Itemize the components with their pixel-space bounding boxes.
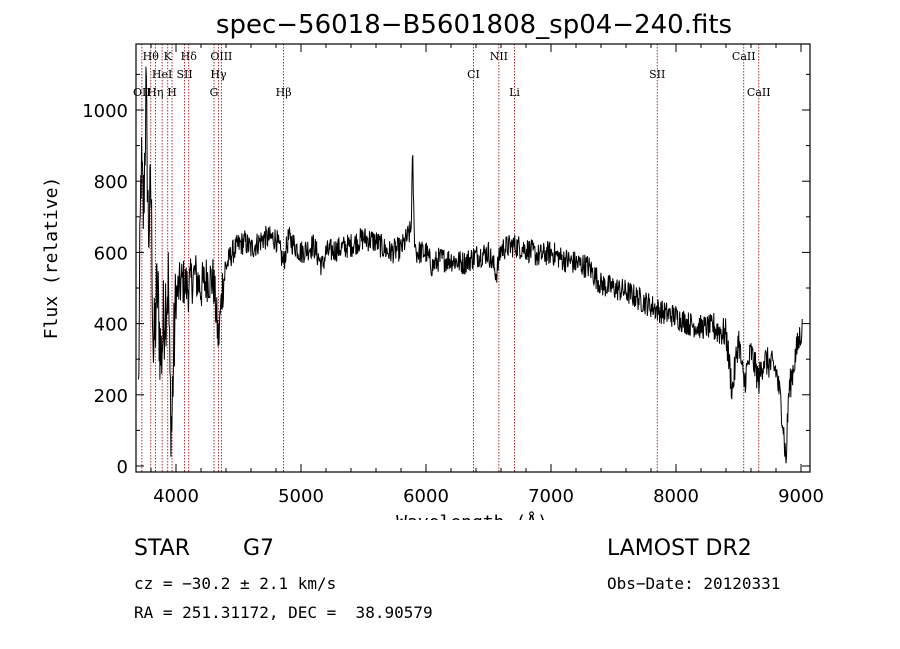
line-label-6: SII [177,68,193,81]
line-label-16: CaII [732,50,756,63]
x-axis-ticks: 4000 5000 6000 7000 8000 9000 [150,44,824,507]
redshift-text: cz = −30.2 ± 2.1 km/s [134,574,337,593]
survey-name: LAMOST DR2 [607,536,752,561]
x-tick-label: 9000 [778,486,824,507]
line-label-1: Hθ [143,50,160,63]
line-label-14: Li [509,86,520,99]
line-label-12: CI [467,68,480,81]
line-label-3: HeI [152,68,172,81]
obs-date-text: Obs−Date: 20120331 [607,574,781,593]
x-tick-label: 6000 [403,486,449,507]
line-label-7: Hδ [181,50,198,63]
line-label-15: SII [649,68,665,81]
line-label-13: NII [490,50,508,63]
x-tick-label: 8000 [653,486,699,507]
y-tick-label: 200 [94,386,128,407]
line-label-10: OIII [210,50,232,63]
line-label-9: Hγ [210,68,227,81]
chart-title: spec−56018−B5601808_sp04−240.fits [216,10,732,40]
x-tick-label: 5000 [278,486,324,507]
x-tick-label: 7000 [528,486,574,507]
y-tick-label: 600 [94,243,128,264]
line-label-11: Hβ [276,86,292,99]
x-tick-label: 4000 [153,486,199,507]
coordinates-text: RA = 251.31172, DEC = 38.90579 [134,603,433,622]
line-label-5: H [167,86,177,99]
line-label-2: Hη [147,86,163,99]
spectral-line-labels: OIIHθHηHeIKHSIIHδGHγOIIIHβCINIILiSIICaII… [133,50,771,99]
line-label-4: K [164,50,173,63]
x-axis-label: Wavelength (Å) [396,511,548,520]
y-axis-ticks: 0 200 400 600 800 1000 [82,73,810,478]
spectrum-chart: spec−56018−B5601808_sp04−240.fits OIIHθH… [41,10,824,520]
y-tick-label: 0 [117,457,128,478]
spectral-line-markers [141,44,760,472]
object-subclass: G7 [243,536,275,561]
line-label-17: CaII [747,86,771,99]
y-tick-label: 1000 [82,101,128,122]
spectrum-series-line [138,66,803,464]
plot-frame [135,43,811,473]
y-tick-label: 400 [94,315,128,336]
line-label-8: G [210,86,219,99]
y-axis-label: Flux (relative) [41,177,62,340]
y-tick-label: 800 [94,172,128,193]
object-class: STAR [134,536,191,561]
